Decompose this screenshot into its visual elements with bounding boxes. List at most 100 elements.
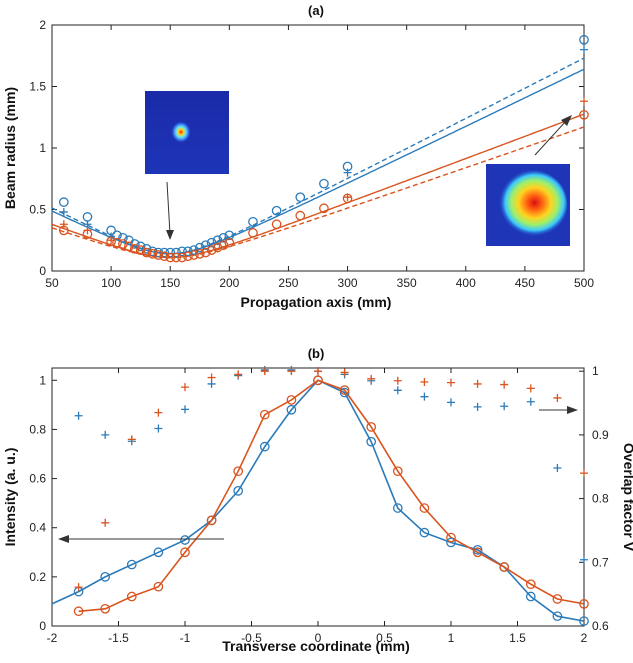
overlap-point-plus — [101, 518, 110, 527]
overlap-point-plus — [181, 383, 189, 392]
overlap-point-plus — [393, 386, 402, 395]
data-point-circle — [135, 245, 146, 255]
data-point-circle — [82, 212, 93, 222]
data-point-circle — [313, 375, 323, 386]
x-tick-label: 1.5 — [509, 631, 526, 645]
overlap-point-plus — [260, 367, 269, 376]
data-point-circle — [123, 241, 134, 252]
overlap-point-plus — [287, 367, 296, 376]
data-point-circle — [73, 606, 84, 617]
y-right-tick-label: 1 — [592, 364, 599, 378]
y-tick-label: 1.5 — [29, 80, 46, 94]
overlap-point-plus — [234, 370, 243, 379]
data-point-circle — [259, 441, 270, 452]
panel-a-y-axis-label: Beam radius (mm) — [2, 87, 18, 209]
x-tick-label: 500 — [574, 276, 594, 290]
panel-b-right-y-axis-label: Overlap factor V — [621, 443, 633, 552]
data-point-circle — [552, 594, 563, 604]
data-point-plus — [59, 207, 68, 216]
panel-b-markers — [73, 365, 589, 626]
overlap-point-plus — [314, 367, 322, 376]
data-point-circle — [200, 247, 211, 258]
overlap-point-plus — [580, 555, 588, 564]
data-point-circle — [206, 245, 217, 255]
data-point-circle — [183, 251, 193, 262]
data-point-circle — [271, 205, 282, 216]
panel-b: (b) -2 -1.5 -1 -0.5 0 0.5 1 1.5 2 0 0.2 0.4 0.6 0.8 1 0… — [2, 346, 633, 654]
y-tick-label: 0.6 — [29, 472, 46, 486]
data-point-circle — [472, 544, 483, 555]
left-axis-arrowhead — [58, 535, 69, 543]
data-point-circle — [419, 527, 430, 538]
x-tick-label: 100 — [101, 276, 121, 290]
data-point-circle — [126, 559, 137, 570]
data-point-circle — [579, 599, 589, 609]
y-tick-label: 0.8 — [29, 422, 46, 436]
overlap-point-plus — [154, 408, 163, 417]
x-tick-label: -1.5 — [108, 631, 129, 645]
data-point-circle — [206, 515, 217, 526]
data-point-circle — [233, 466, 244, 477]
data-point-circle — [319, 203, 329, 214]
data-point-circle — [129, 239, 140, 249]
data-point-circle — [141, 247, 152, 258]
data-point-circle — [552, 611, 563, 622]
data-point-circle — [579, 109, 589, 120]
overlap-point-plus — [553, 393, 562, 402]
y-tick-label: 0.2 — [29, 570, 46, 584]
data-point-circle — [224, 230, 235, 241]
panel-a-ticks: 50 100 150 200 250 300 350 400 450 500 0 0.5 1 1.5 2 — [29, 18, 594, 290]
data-point-circle — [286, 395, 297, 405]
data-point-circle — [366, 436, 377, 447]
data-point-circle — [271, 219, 282, 230]
data-point-circle — [392, 466, 403, 477]
y-tick-label: 1 — [39, 373, 46, 387]
panel-b-profile-lines — [51, 379, 585, 622]
overlap-point-plus — [500, 402, 509, 411]
panel-a-x-axis-label: Propagation axis (mm) — [241, 294, 392, 310]
data-point-circle — [118, 232, 128, 243]
data-point-circle — [579, 34, 589, 45]
data-point-plus — [107, 236, 116, 245]
x-tick-label: -1 — [180, 631, 191, 645]
data-point-circle — [212, 242, 223, 253]
data-point-circle — [366, 422, 377, 432]
overlap-point-plus — [526, 384, 535, 393]
y-tick-label: 1 — [39, 141, 46, 155]
fit-line-blue-dashed — [51, 57, 585, 255]
data-point-circle — [339, 385, 350, 395]
profile-line-blue — [51, 379, 585, 622]
overlap-point-plus — [393, 376, 402, 385]
overlap-point-plus — [420, 392, 429, 401]
x-tick-label: 0.5 — [376, 631, 393, 645]
data-point-circle — [194, 242, 205, 253]
data-point-circle — [212, 235, 223, 246]
overlap-point-plus — [473, 379, 482, 388]
overlap-point-plus — [101, 430, 110, 439]
inset-focus-beam-image — [145, 91, 229, 174]
x-tick-label: 450 — [515, 276, 535, 290]
data-point-circle — [194, 248, 205, 259]
data-point-circle — [159, 251, 170, 262]
overlap-point-plus — [447, 378, 455, 387]
overlap-point-plus — [340, 368, 349, 377]
data-point-plus — [343, 193, 352, 202]
data-point-circle — [153, 581, 164, 592]
data-point-circle — [319, 178, 329, 189]
data-point-plus — [83, 226, 92, 235]
data-point-circle — [419, 503, 430, 513]
data-point-circle — [171, 247, 181, 258]
data-point-circle — [446, 532, 456, 543]
panel-a-fit-lines — [51, 57, 585, 259]
data-point-circle — [159, 247, 170, 258]
x-tick-label: -2 — [47, 631, 58, 645]
y-right-tick-label: 0.7 — [592, 555, 609, 569]
x-tick-label: 300 — [338, 276, 358, 290]
data-point-circle — [58, 197, 69, 207]
data-point-circle — [118, 239, 128, 249]
data-point-circle — [218, 232, 229, 243]
overlap-point-plus — [127, 435, 136, 444]
x-tick-label: 400 — [456, 276, 476, 290]
data-point-circle — [499, 562, 510, 572]
